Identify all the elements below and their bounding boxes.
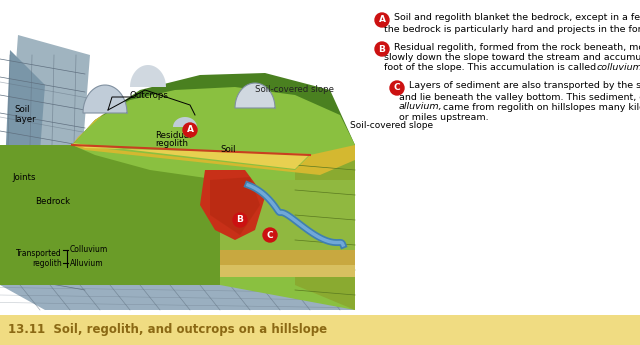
Text: C: C — [267, 230, 273, 239]
Text: came from regolith on hillslopes many kilometers: came from regolith on hillslopes many ki… — [440, 102, 640, 111]
Text: Joints: Joints — [12, 172, 35, 181]
Polygon shape — [210, 177, 260, 235]
Text: Bedrock: Bedrock — [35, 197, 70, 207]
Text: layer: layer — [14, 115, 36, 124]
Circle shape — [375, 13, 389, 27]
Polygon shape — [72, 113, 105, 145]
Text: alluvium,: alluvium, — [399, 102, 443, 111]
Text: regolith: regolith — [155, 139, 188, 148]
Text: 13.11  Soil, regolith, and outcrops on a hillslope: 13.11 Soil, regolith, and outcrops on a … — [8, 324, 327, 336]
Polygon shape — [173, 117, 197, 127]
Text: Layers of sediment are also transported by the stream: Layers of sediment are also transported … — [409, 81, 640, 90]
Text: Soil-covered slope: Soil-covered slope — [255, 86, 334, 95]
Circle shape — [233, 213, 247, 227]
Text: the bedrock is particularly hard and projects in the form of: the bedrock is particularly hard and pro… — [384, 26, 640, 34]
Text: Transported: Transported — [16, 249, 62, 258]
Polygon shape — [235, 83, 275, 108]
Text: Soil and regolith blanket the bedrock, except in a few places where: Soil and regolith blanket the bedrock, e… — [394, 13, 640, 22]
Text: Colluvium: Colluvium — [70, 246, 108, 255]
Text: foot of the slope. This accumulation is called: foot of the slope. This accumulation is … — [384, 63, 599, 72]
FancyBboxPatch shape — [0, 315, 640, 345]
Text: slowly down the slope toward the stream and accumulates at the: slowly down the slope toward the stream … — [384, 53, 640, 62]
Circle shape — [183, 123, 197, 137]
Circle shape — [375, 42, 389, 56]
Text: or miles upstream.: or miles upstream. — [399, 112, 488, 121]
Polygon shape — [0, 285, 355, 310]
Text: Soil: Soil — [220, 146, 236, 155]
Text: Residual: Residual — [155, 130, 191, 139]
Polygon shape — [130, 65, 166, 87]
Polygon shape — [200, 170, 265, 240]
Text: colluvium.: colluvium. — [597, 63, 640, 72]
Text: B: B — [379, 45, 385, 53]
Text: Soil-covered slope: Soil-covered slope — [350, 120, 433, 129]
Polygon shape — [220, 265, 355, 277]
Circle shape — [390, 81, 404, 95]
Polygon shape — [0, 50, 45, 285]
Text: Alluvium: Alluvium — [70, 258, 104, 267]
Polygon shape — [220, 180, 355, 255]
Text: A: A — [378, 16, 385, 24]
Polygon shape — [0, 145, 355, 310]
Polygon shape — [72, 145, 355, 175]
Polygon shape — [72, 143, 310, 169]
Text: Outcrops: Outcrops — [130, 90, 169, 99]
Text: C: C — [394, 83, 400, 92]
Polygon shape — [83, 85, 127, 113]
Text: regolith: regolith — [32, 258, 62, 267]
Text: B: B — [237, 216, 243, 225]
Text: A: A — [186, 126, 193, 135]
Text: Residual regolith, formed from the rock beneath, moves very: Residual regolith, formed from the rock … — [394, 42, 640, 51]
Text: and lie beneath the valley bottom. This sediment, called: and lie beneath the valley bottom. This … — [399, 92, 640, 101]
Circle shape — [263, 228, 277, 242]
Polygon shape — [220, 250, 355, 265]
Polygon shape — [295, 145, 355, 310]
Polygon shape — [0, 35, 90, 285]
Text: Soil: Soil — [14, 106, 29, 115]
Polygon shape — [220, 145, 355, 310]
Polygon shape — [72, 87, 355, 180]
Polygon shape — [72, 73, 355, 197]
